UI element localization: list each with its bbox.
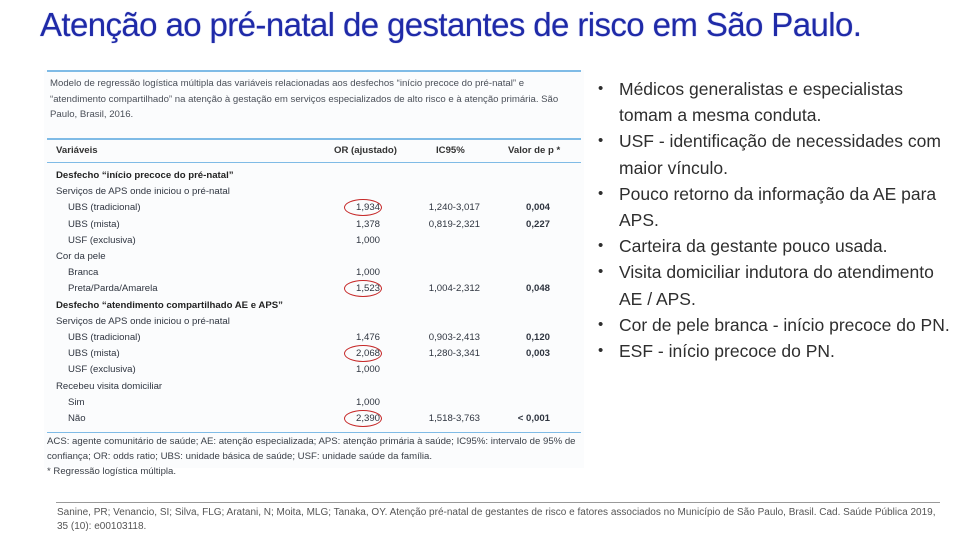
table-top-rule [47, 70, 581, 72]
table-row: Desfecho “início precoce do pré-natal” [44, 168, 584, 184]
row-label: Cor da pele [56, 251, 106, 262]
row-ci-value: 1,240-3,017 [428, 202, 480, 214]
bullet-dot-icon: • [598, 184, 604, 202]
source-citation: Sanine, PR; Venancio, SI; Silva, FLG; Ar… [57, 507, 936, 532]
bullet-dot-icon: • [598, 80, 604, 97]
bullet-item: • USF - identificação de necessidades com… [596, 128, 956, 180]
table-row: Serviços de APS onde iniciou o pré-natal [44, 184, 584, 200]
row-label: UBS (mista) [68, 348, 120, 360]
bullet-item: • Pouco retorno da informação da AE para … [596, 181, 956, 233]
slide-title: Atenção ao pré-natal de gestantes de ris… [40, 6, 862, 43]
row-label: Desfecho “atendimento compartilhado AE e… [56, 299, 283, 311]
table-row: Cor da pele [44, 249, 584, 265]
regression-note: * Regressão logística múltipla. [47, 466, 177, 477]
row-label: Branca [68, 267, 99, 279]
key-points-list: • Médicos generalistas e especialistas to… [596, 76, 956, 364]
header-top-rule [47, 138, 581, 140]
highlight-circle [344, 199, 382, 217]
row-or-value: 1,000 [355, 234, 380, 246]
bullet-dot-icon: • [598, 132, 604, 150]
bullet-text: Visita domiciliar indutora do atendiment… [619, 262, 934, 309]
highlight-circle [344, 280, 382, 298]
row-ci-value: 1,280-3,341 [428, 348, 480, 360]
regression-table: Modelo de regressão logística múltipla d… [44, 70, 584, 477]
header-p-value: Valor de p * [508, 145, 561, 156]
header-bottom-rule [47, 162, 581, 163]
table-row: Desfecho “atendimento compartilhado AE e… [44, 298, 584, 314]
row-label: Serviços de APS onde iniciou o pré-natal [56, 186, 230, 198]
table-row: UBS (tradicional) 1,934 1,240-3,017 0,004 [44, 199, 584, 217]
row-ci-value: 1,518-3,763 [428, 413, 480, 424]
citation-divider [56, 502, 940, 503]
bullet-dot-icon: • [598, 263, 604, 281]
bullet-item: • ESF - início precoce do PN. [596, 338, 956, 364]
bullet-text: Carteira da gestante pouco usada. [619, 236, 888, 257]
row-label: Não [68, 413, 86, 424]
row-p-value: < 0,001 [517, 413, 550, 424]
row-or-value: 1,476 [355, 332, 380, 343]
table-row: USF (exclusiva) 1,000 [44, 362, 584, 378]
highlight-circle [344, 410, 382, 427]
row-p-value: 0,120 [525, 332, 550, 343]
row-label: Serviços de APS onde iniciou o pré-natal [56, 315, 230, 327]
table-caption: Modelo de regressão logística múltipla d… [50, 78, 559, 120]
table-row: Branca 1,000 [44, 265, 584, 281]
abbreviations-note: ACS: agente comunitário de saúde; AE: at… [47, 436, 576, 462]
table-row: Sim 1,000 [44, 395, 584, 411]
row-ci-value: 0,903-2,413 [428, 332, 480, 343]
table-row: Recebeu visita domiciliar [44, 379, 584, 395]
bullet-item: • Médicos generalistas e especialistas to… [596, 76, 956, 128]
row-ci-value: 1,004-2,312 [428, 283, 480, 295]
row-ci-value: 0,819-2,321 [428, 218, 480, 230]
row-or-value: 1,000 [355, 364, 380, 376]
bullet-dot-icon: • [598, 315, 604, 333]
bullet-text: Médicos generalistas e especialistas tom… [619, 79, 904, 126]
row-label: UBS (tradicional) [68, 202, 141, 214]
header-variaveis: Variáveis [56, 145, 98, 156]
row-label: UBS (mista) [68, 218, 120, 230]
row-p-value: 0,048 [525, 283, 550, 295]
bullet-text: ESF - início precoce do PN. [619, 341, 835, 362]
table-row: UBS (mista) 2,068 1,280-3,341 0,003 [44, 345, 584, 363]
row-p-value: 0,227 [525, 218, 550, 230]
row-label: USF (exclusiva) [68, 234, 136, 246]
bullet-item: • Cor de pele branca - início precoce do … [596, 312, 956, 338]
table-row: Não 2,390 1,518-3,763 < 0,001 [44, 410, 584, 427]
header-ic95: IC95% [436, 145, 465, 156]
bullet-dot-icon: • [598, 237, 604, 255]
table-row: Serviços de APS onde iniciou o pré-natal [44, 314, 584, 330]
row-label: Preta/Parda/Amarela [68, 283, 158, 295]
highlight-circle [344, 345, 382, 363]
table-bottom-rule [47, 432, 581, 433]
row-p-value: 0,004 [525, 202, 550, 214]
table-row: Preta/Parda/Amarela 1,523 1,004-2,312 0,048 [44, 280, 584, 298]
table-footnote: ACS: agente comunitário de saúde; AE: at… [47, 434, 582, 479]
row-label: USF (exclusiva) [68, 364, 136, 376]
row-or-value: 1,000 [355, 396, 380, 408]
bullet-item: • Visita domiciliar indutora do atendimen… [596, 259, 956, 311]
row-label: Desfecho “início precoce do pré-natal” [56, 170, 234, 181]
row-label: UBS (tradicional) [68, 332, 141, 343]
row-label: Sim [68, 396, 85, 408]
bullet-text: Cor de pele branca - início precoce do P… [619, 314, 950, 335]
table-row: USF (exclusiva) 1,000 [44, 233, 584, 249]
bullet-item: • Carteira da gestante pouco usada. [596, 233, 956, 259]
bullet-text: Pouco retorno da informação da AE para A… [619, 183, 937, 231]
row-p-value: 0,003 [525, 348, 550, 360]
table-row: UBS (mista) 1,378 0,819-2,321 0,227 [44, 217, 584, 233]
table-header: Variáveis OR (ajustado) IC95% Valor de p… [44, 142, 584, 160]
row-or-value: 1,000 [355, 267, 380, 279]
bullet-dot-icon: • [598, 342, 604, 360]
header-or: OR (ajustado) [334, 145, 397, 156]
row-label: Recebeu visita domiciliar [56, 380, 163, 392]
table-row: UBS (tradicional) 1,476 0,903-2,413 0,120 [44, 330, 584, 346]
row-or-value: 1,378 [355, 218, 380, 230]
bullet-text: USF - identificação de necessidades com … [619, 131, 941, 178]
